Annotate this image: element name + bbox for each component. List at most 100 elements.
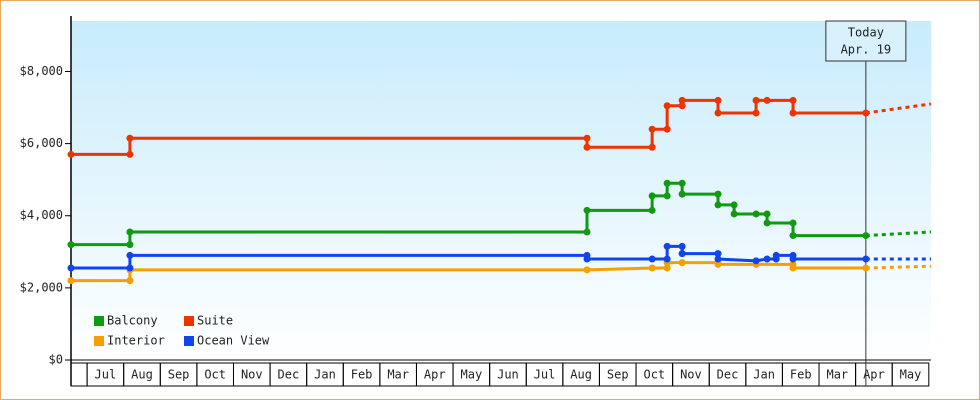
y-tick-label: $4,000	[20, 208, 63, 222]
x-tick-label: Mar	[826, 368, 848, 382]
plot-background	[71, 21, 931, 360]
data-point	[730, 201, 738, 209]
x-tick-label: Aug	[570, 368, 592, 382]
data-point	[763, 219, 771, 227]
series-line	[71, 261, 866, 283]
legend-label: Balcony	[107, 314, 158, 328]
legend-swatch	[94, 336, 104, 346]
forecast-line	[865, 230, 932, 238]
legend-label: Suite	[197, 314, 233, 328]
data-point	[678, 96, 686, 104]
data-point	[772, 251, 780, 259]
data-point	[789, 232, 797, 240]
data-point	[67, 277, 75, 285]
x-tick-label: Jul	[534, 368, 556, 382]
x-tick-label: Feb	[351, 368, 373, 382]
data-point	[789, 96, 797, 104]
data-point	[763, 96, 771, 104]
forecast-line	[865, 264, 932, 270]
legend-label: Interior	[107, 334, 165, 348]
month-cell	[70, 362, 88, 387]
data-point	[126, 251, 134, 259]
data-point	[714, 190, 722, 198]
today-box	[825, 20, 907, 62]
data-point	[752, 109, 760, 117]
data-point	[714, 109, 722, 117]
x-tick-label: Dec	[278, 368, 300, 382]
data-point	[678, 259, 686, 267]
x-tick-label: Oct	[643, 368, 665, 382]
legend-swatch	[94, 316, 104, 326]
x-tick-label: Apr	[863, 368, 885, 382]
x-tick-label: Sep	[168, 368, 190, 382]
x-tick-label: Nov	[680, 368, 702, 382]
data-point	[67, 264, 75, 272]
data-point	[752, 257, 760, 265]
y-tick-label: $2,000	[20, 280, 63, 294]
legend-swatch	[184, 316, 194, 326]
data-point	[763, 210, 771, 218]
data-point	[126, 241, 134, 249]
data-point	[67, 150, 75, 158]
data-point	[752, 96, 760, 104]
data-point	[730, 210, 738, 218]
x-tick-label: Sep	[607, 368, 629, 382]
y-tick-label: $8,000	[20, 64, 63, 78]
x-tick-label: Apr	[424, 368, 446, 382]
data-point	[583, 206, 591, 214]
data-point	[126, 264, 134, 272]
data-point	[583, 143, 591, 151]
data-point	[663, 242, 671, 250]
today-label: Apr. 19	[841, 43, 892, 57]
data-point	[126, 277, 134, 285]
data-point	[583, 255, 591, 263]
month-cell	[891, 362, 930, 387]
today-label: Today	[848, 26, 884, 40]
data-point	[678, 242, 686, 250]
data-point	[126, 134, 134, 142]
x-tick-label: Jun	[497, 368, 519, 382]
x-tick-label: Jan	[314, 368, 336, 382]
data-point	[678, 250, 686, 258]
data-point	[583, 228, 591, 236]
data-point	[663, 255, 671, 263]
x-tick-label: Jan	[753, 368, 775, 382]
data-point	[789, 109, 797, 117]
data-point	[648, 192, 656, 200]
data-point	[789, 219, 797, 227]
data-point	[789, 264, 797, 272]
forecast-line	[865, 102, 932, 115]
data-point	[648, 264, 656, 272]
data-point	[678, 102, 686, 110]
x-tick-label: Feb	[790, 368, 812, 382]
x-tick-label: Jul	[95, 368, 117, 382]
data-point	[714, 201, 722, 209]
x-tick-label: Mar	[387, 368, 409, 382]
data-point	[648, 255, 656, 263]
y-tick-label: $0	[49, 353, 63, 367]
data-point	[67, 241, 75, 249]
x-tick-label: May	[900, 368, 922, 382]
data-point	[714, 260, 722, 268]
x-tick-label: Nov	[241, 368, 263, 382]
x-tick-label: Oct	[204, 368, 226, 382]
x-tick-label: May	[461, 368, 483, 382]
data-point	[789, 255, 797, 263]
data-point	[648, 206, 656, 214]
data-point	[126, 150, 134, 158]
data-point	[752, 210, 760, 218]
data-point	[663, 179, 671, 187]
data-point	[663, 102, 671, 110]
y-tick-label: $6,000	[20, 136, 63, 150]
data-point	[763, 255, 771, 263]
data-point	[714, 255, 722, 263]
data-point	[648, 143, 656, 151]
x-tick-label: Aug	[131, 368, 153, 382]
legend-swatch	[184, 336, 194, 346]
data-point	[678, 179, 686, 187]
data-point	[663, 192, 671, 200]
x-tick-label: Dec	[717, 368, 739, 382]
data-point	[126, 228, 134, 236]
data-point	[583, 134, 591, 142]
